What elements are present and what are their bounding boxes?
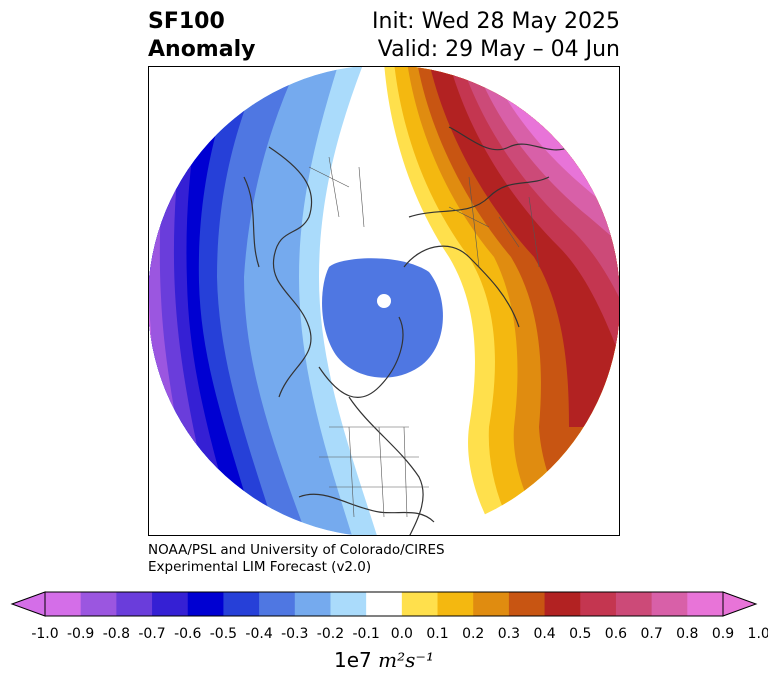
colorbar-tick-label: -0.3 [281, 626, 309, 642]
anomaly-field [149, 67, 619, 535]
colorbar-tick-label: 0.4 [533, 626, 556, 642]
colorbar-segment [544, 592, 581, 616]
colorbar-tick-label: 0.3 [497, 626, 521, 642]
colorbar-tick-label: -0.7 [138, 626, 166, 642]
colorbar-tick-label: 0.2 [462, 626, 485, 642]
init-date: Init: Wed 28 May 2025 [372, 9, 620, 34]
credit-line2: Experimental LIM Forecast (v2.0) [148, 559, 372, 575]
colorbar-segment [45, 592, 82, 616]
colorbar-tick-label: -0.4 [245, 626, 273, 642]
colorbar-segment [651, 592, 688, 616]
colorbar-tick-label: -0.9 [67, 626, 95, 642]
credit: NOAA/PSL and University of Colorado/CIRE… [148, 542, 445, 576]
colorbar-tick-label: -0.2 [316, 626, 345, 642]
colorbar-segment [116, 592, 153, 616]
colorbar [10, 591, 758, 617]
map-panel [148, 66, 620, 536]
colorbar-label-unit: m²s⁻¹ [378, 648, 434, 672]
colorbar-segment [580, 592, 617, 616]
polar-map [149, 67, 619, 535]
colorbar-segment [687, 592, 724, 616]
colorbar-tick-label: 1.0 [747, 626, 768, 642]
colorbar-label-scale: 1e7 [334, 648, 379, 672]
colorbar-tick-label: -1.0 [31, 626, 59, 642]
colorbar-segment [508, 592, 546, 616]
forecast-dates: Init: Wed 28 May 2025 Valid: 29 May – 04… [372, 8, 620, 64]
colorbar-tick-label: -0.1 [352, 626, 380, 642]
colorbar-segment [223, 592, 260, 616]
colorbar-segment [330, 592, 367, 616]
colorbar-tick-label: 0.9 [711, 626, 735, 642]
colorbar-tick-label: -0.8 [102, 626, 131, 642]
colorbar-tick-label: 0.5 [569, 626, 592, 642]
credit-line1: NOAA/PSL and University of Colorado/CIRE… [148, 542, 445, 558]
colorbar-tick-label: 0.8 [676, 626, 699, 642]
map-title: SF100 Anomaly [148, 8, 255, 64]
colorbar-tick-label: 0.7 [640, 626, 663, 642]
colorbar-segment [366, 592, 403, 616]
colorbar-tick-label: -0.6 [174, 626, 202, 642]
colorbar-segment [437, 592, 474, 616]
colorbar-extend-high [722, 591, 758, 617]
title-variable: SF100 [148, 9, 225, 34]
colorbar-tick-label: -0.5 [209, 626, 238, 642]
colorbar-label: 1e7 m²s⁻¹ [0, 648, 768, 672]
colorbar-segment [294, 592, 331, 616]
colorbar-tick-label: 0.6 [604, 626, 628, 642]
colorbar-segment [401, 592, 439, 616]
colorbar-segment [473, 592, 510, 616]
colorbar-segment [259, 592, 296, 616]
colorbar-segment [615, 592, 653, 616]
colorbar-tick-label: 0.0 [390, 626, 413, 642]
title-type: Anomaly [148, 37, 256, 62]
colorbar-ticks: -1.0 -0.9 -0.8 -0.7 -0.6 -0.5 -0.4 -0.3 -0.2 -0.1… [0, 626, 768, 646]
valid-range: Valid: 29 May – 04 Jun [377, 37, 620, 62]
colorbar-segment [187, 592, 224, 616]
colorbar-segment [80, 592, 117, 616]
colorbar-segment [152, 592, 189, 616]
colorbar-outline [44, 591, 724, 617]
coastlines [243, 126, 570, 535]
colorbar-extend-low [10, 591, 46, 617]
borders [308, 156, 540, 518]
colorbar-tick-label: 0.1 [426, 626, 449, 642]
